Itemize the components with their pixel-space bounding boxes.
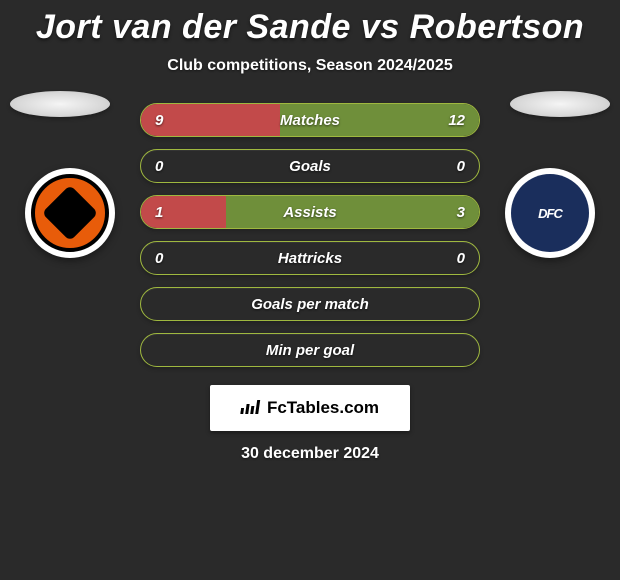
stat-value-left: 9 <box>155 112 163 129</box>
stat-value-right: 12 <box>448 112 465 129</box>
stat-fill-left <box>141 196 226 228</box>
stat-value-right: 0 <box>457 158 465 175</box>
stat-label: Goals <box>289 158 331 175</box>
stat-bar: 0 0 Goals <box>140 149 480 183</box>
stat-value-left: 1 <box>155 204 163 221</box>
page-title: Jort van der Sande vs Robertson <box>0 8 620 47</box>
club-badge-left <box>25 168 115 258</box>
stat-bar: 0 0 Hattricks <box>140 241 480 275</box>
branding-text: FcTables.com <box>267 398 379 418</box>
dundee-united-crest-icon <box>31 174 109 252</box>
stat-bar: Goals per match <box>140 287 480 321</box>
stat-bar: 1 3 Assists <box>140 195 480 229</box>
stat-label: Assists <box>283 204 336 221</box>
comparison-card: Jort van der Sande vs Robertson Club com… <box>0 0 620 463</box>
stat-value-right: 3 <box>457 204 465 221</box>
snapshot-date: 30 december 2024 <box>0 445 620 463</box>
stat-fill-right <box>226 196 480 228</box>
stat-label: Goals per match <box>251 296 369 313</box>
stat-label: Matches <box>280 112 340 129</box>
stats-layout: DFC 9 12 Matches 0 0 Goals 1 3 Assists 0 0 Hattrick… <box>0 103 620 463</box>
stat-value-left: 0 <box>155 250 163 267</box>
stat-label: Min per goal <box>266 342 354 359</box>
dundee-fc-crest-icon: DFC <box>511 174 589 252</box>
stats-list: 9 12 Matches 0 0 Goals 1 3 Assists 0 0 Hattricks Goa… <box>140 103 480 367</box>
page-subtitle: Club competitions, Season 2024/2025 <box>0 57 620 75</box>
stat-value-right: 0 <box>457 250 465 267</box>
stat-bar: 9 12 Matches <box>140 103 480 137</box>
branding-badge: FcTables.com <box>210 385 410 431</box>
stat-label: Hattricks <box>278 250 342 267</box>
player-shadow-left <box>10 91 110 117</box>
stat-bar: Min per goal <box>140 333 480 367</box>
chart-icon <box>239 398 262 419</box>
stat-value-left: 0 <box>155 158 163 175</box>
player-shadow-right <box>510 91 610 117</box>
club-badge-right: DFC <box>505 168 595 258</box>
